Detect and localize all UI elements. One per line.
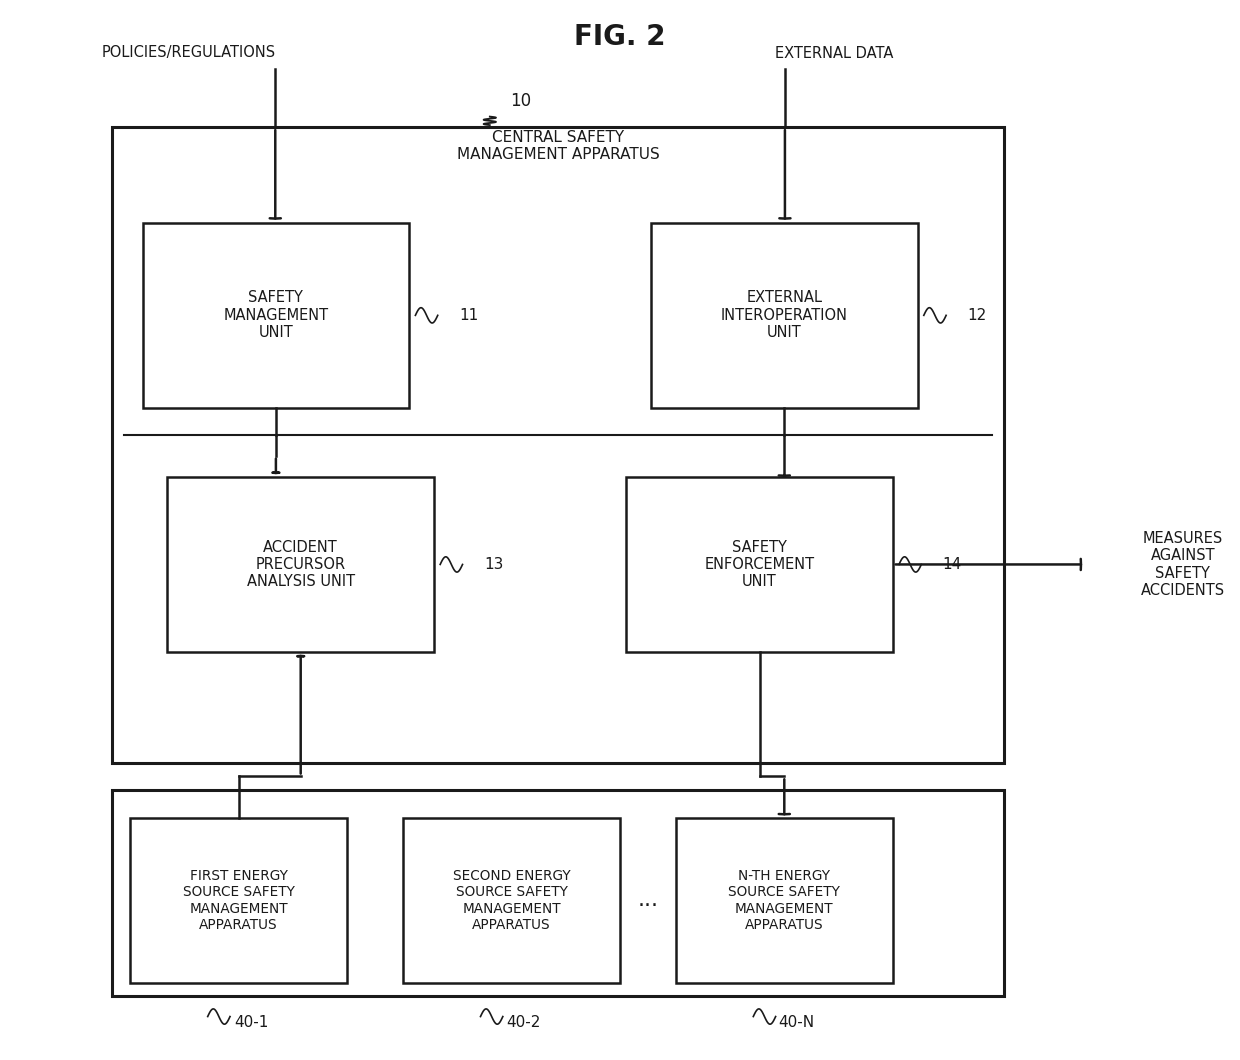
Text: EXTERNAL DATA: EXTERNAL DATA (775, 46, 894, 60)
Text: EXTERNAL
INTEROPERATION
UNIT: EXTERNAL INTEROPERATION UNIT (720, 290, 848, 340)
Text: 13: 13 (484, 556, 503, 572)
Text: 10: 10 (510, 92, 532, 109)
Bar (626, 477, 893, 652)
Bar (112, 127, 1004, 763)
Text: FIG. 2: FIG. 2 (574, 23, 666, 51)
Bar (167, 477, 434, 652)
Bar (651, 223, 918, 408)
Text: 12: 12 (967, 307, 987, 323)
Bar (143, 223, 409, 408)
Bar (130, 818, 347, 983)
Text: 40-N: 40-N (779, 1015, 815, 1030)
Text: 40-2: 40-2 (507, 1015, 541, 1030)
Text: SAFETY
MANAGEMENT
UNIT: SAFETY MANAGEMENT UNIT (223, 290, 329, 340)
Text: FIRST ENERGY
SOURCE SAFETY
MANAGEMENT
APPARATUS: FIRST ENERGY SOURCE SAFETY MANAGEMENT AP… (182, 869, 295, 932)
Text: 11: 11 (459, 307, 479, 323)
Text: 14: 14 (942, 556, 962, 572)
Text: N-TH ENERGY
SOURCE SAFETY
MANAGEMENT
APPARATUS: N-TH ENERGY SOURCE SAFETY MANAGEMENT APP… (728, 869, 841, 932)
Bar (112, 790, 1004, 996)
Text: CENTRAL SAFETY
MANAGEMENT APPARATUS: CENTRAL SAFETY MANAGEMENT APPARATUS (456, 130, 660, 162)
Text: POLICIES/REGULATIONS: POLICIES/REGULATIONS (102, 46, 275, 60)
Bar (676, 818, 893, 983)
Text: ACCIDENT
PRECURSOR
ANALYSIS UNIT: ACCIDENT PRECURSOR ANALYSIS UNIT (247, 540, 355, 589)
Text: 40-1: 40-1 (234, 1015, 268, 1030)
Text: SAFETY
ENFORCEMENT
UNIT: SAFETY ENFORCEMENT UNIT (704, 540, 815, 589)
Bar (403, 818, 620, 983)
Text: ...: ... (637, 890, 658, 911)
Text: SECOND ENERGY
SOURCE SAFETY
MANAGEMENT
APPARATUS: SECOND ENERGY SOURCE SAFETY MANAGEMENT A… (453, 869, 570, 932)
Text: MEASURES
AGAINST
SAFETY
ACCIDENTS: MEASURES AGAINST SAFETY ACCIDENTS (1141, 531, 1225, 598)
